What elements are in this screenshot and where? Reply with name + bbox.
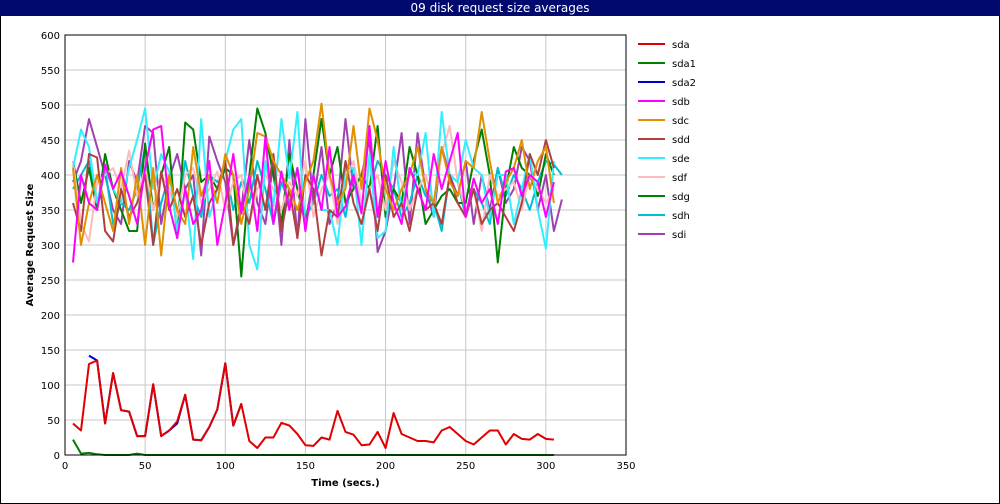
y-axis-label: Average Request Size (25, 183, 36, 306)
x-tick-label: 100 (216, 461, 235, 472)
legend-label-sdi: sdi (672, 230, 686, 241)
x-tick-label: 150 (296, 461, 315, 472)
y-tick-label: 350 (41, 206, 60, 217)
x-axis-label: Time (secs.) (311, 478, 380, 489)
y-tick-label: 400 (41, 171, 60, 182)
y-tick-label: 200 (41, 311, 60, 322)
legend-label-sdb: sdb (672, 97, 690, 108)
legend-label-sdd: sdd (672, 135, 690, 146)
legend-label-sde: sde (672, 154, 690, 165)
legend-label-sda2: sda2 (672, 78, 696, 89)
y-tick-label: 600 (41, 31, 60, 42)
y-tick-label: 250 (41, 276, 60, 287)
series-lines (72, 102, 563, 456)
chart-title: 09 disk request size averages (0, 0, 1000, 16)
y-tick-label: 500 (41, 101, 60, 112)
plot-area (64, 34, 627, 456)
y-tick-label: 100 (41, 381, 60, 392)
x-tick-label: 50 (139, 461, 152, 472)
series-line-sdd (72, 139, 555, 257)
legend-label-sda1: sda1 (672, 59, 696, 70)
x-tick-label: 0 (62, 461, 68, 472)
legend-label-sda: sda (672, 40, 690, 51)
y-tick-label: 50 (47, 416, 60, 427)
legend-label-sdh: sdh (672, 211, 690, 222)
y-tick-label: 150 (41, 346, 60, 357)
y-tick-label: 0 (54, 451, 60, 462)
series-line-sdc (72, 102, 555, 257)
x-tick-label: 300 (536, 461, 555, 472)
y-tick-label: 450 (41, 136, 60, 147)
legend-label-sdc: sdc (672, 116, 689, 127)
legend-label-sdg: sdg (672, 192, 690, 203)
y-tick-label: 300 (41, 241, 60, 252)
series-line-sdb (72, 125, 555, 263)
x-tick-label: 200 (376, 461, 395, 472)
y-tick-label: 550 (41, 66, 60, 77)
series-line-sdi (72, 118, 563, 257)
x-tick-label: 250 (456, 461, 475, 472)
axis-ticks: 0 50 100 150 200 250 300 350 0 50 100 150 200 250 300 3… (41, 31, 636, 472)
series-line-sda (72, 359, 554, 449)
x-tick-label: 350 (616, 461, 635, 472)
legend-label-sdf: sdf (672, 173, 688, 184)
legend: sda sda1 sda2 sdb sdc sdd sde sdf sdg sdh sdi (638, 40, 696, 241)
grid-lines (64, 34, 627, 456)
